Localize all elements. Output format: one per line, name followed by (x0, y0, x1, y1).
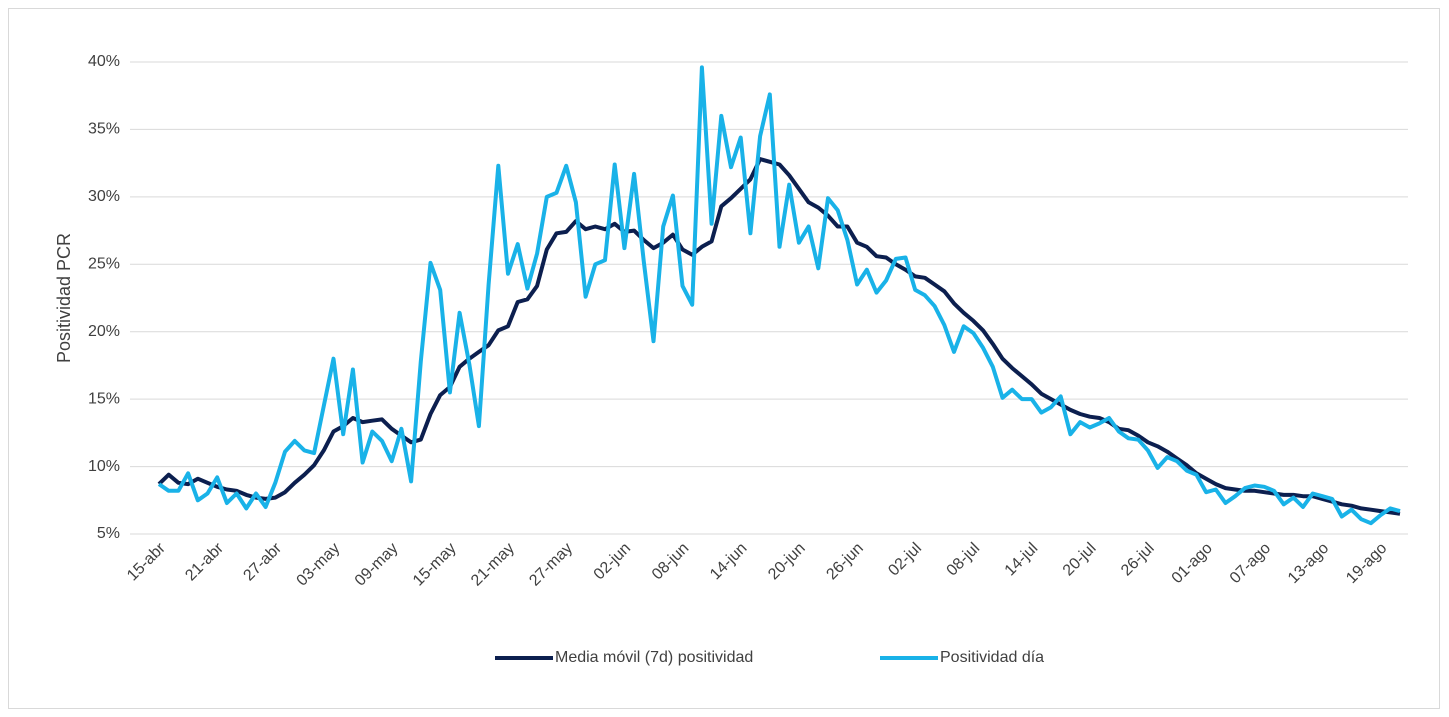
y-axis-title: Positividad PCR (54, 233, 74, 363)
y-tick-label: 10% (88, 458, 120, 475)
y-tick-label: 30% (88, 188, 120, 205)
y-tick-label: 20% (88, 323, 120, 340)
y-tick-label: 15% (88, 390, 120, 407)
legend-label: Media móvil (7d) positividad (555, 649, 753, 666)
chart-border (8, 8, 1440, 709)
legend-label: Positividad día (940, 649, 1044, 666)
y-tick-label: 40% (88, 53, 120, 70)
y-tick-label: 25% (88, 256, 120, 273)
y-tick-label: 5% (97, 525, 120, 542)
series-line (157, 157, 1401, 516)
series-line (157, 65, 1401, 526)
y-tick-label: 35% (88, 121, 120, 138)
